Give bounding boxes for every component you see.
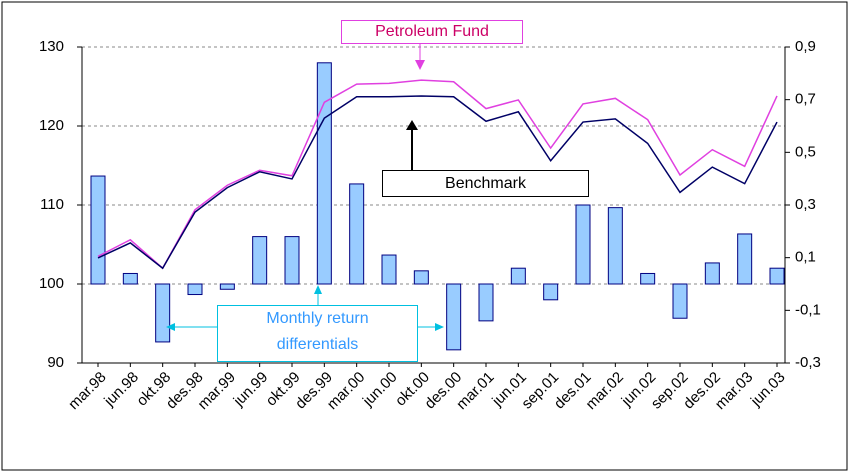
- bar: [219, 283, 235, 290]
- y-tick-label: 120: [39, 117, 64, 134]
- y-tick-label: 130: [39, 38, 64, 55]
- y2-tick-label: 0,3: [795, 196, 816, 213]
- bar: [122, 272, 138, 285]
- legend-label: Petroleum Fund: [341, 20, 523, 44]
- bar: [510, 267, 526, 285]
- y-tick-label: 90: [47, 354, 64, 371]
- bar: [155, 283, 171, 343]
- arrowhead: [314, 285, 322, 294]
- bar: [607, 207, 623, 285]
- bar: [90, 175, 106, 285]
- bar: [316, 62, 332, 285]
- bar: [737, 233, 753, 285]
- y2-tick-label: 0,7: [795, 91, 816, 108]
- bar: [349, 183, 365, 285]
- line: [97, 79, 778, 270]
- y2-tick-label: -0,3: [795, 354, 821, 371]
- y-tick-label: 100: [39, 275, 64, 292]
- y2-tick-label: 0,9: [795, 38, 816, 55]
- bar: [704, 262, 720, 285]
- bar: [575, 204, 591, 285]
- arrowhead: [166, 323, 175, 331]
- bar: [252, 236, 268, 285]
- legend-label: Monthly return differentials: [217, 305, 418, 362]
- bar: [543, 283, 559, 301]
- bar: [769, 267, 785, 285]
- arrowhead: [406, 120, 418, 130]
- bar: [284, 236, 300, 285]
- bar: [640, 272, 656, 285]
- y2-tick-label: -0,1: [795, 301, 821, 318]
- arrowhead: [435, 323, 444, 331]
- line: [97, 95, 778, 270]
- y-tick-label: 110: [40, 196, 64, 213]
- y2-tick-label: 0,1: [795, 249, 816, 266]
- arrowhead: [415, 60, 425, 70]
- bar: [413, 270, 429, 285]
- legend-label: Benchmark: [382, 170, 589, 197]
- bar: [446, 283, 462, 351]
- bar: [187, 283, 203, 296]
- y2-tick-label: 0,5: [795, 143, 816, 160]
- bar: [478, 283, 494, 322]
- bar: [672, 283, 688, 319]
- bar: [381, 254, 397, 285]
